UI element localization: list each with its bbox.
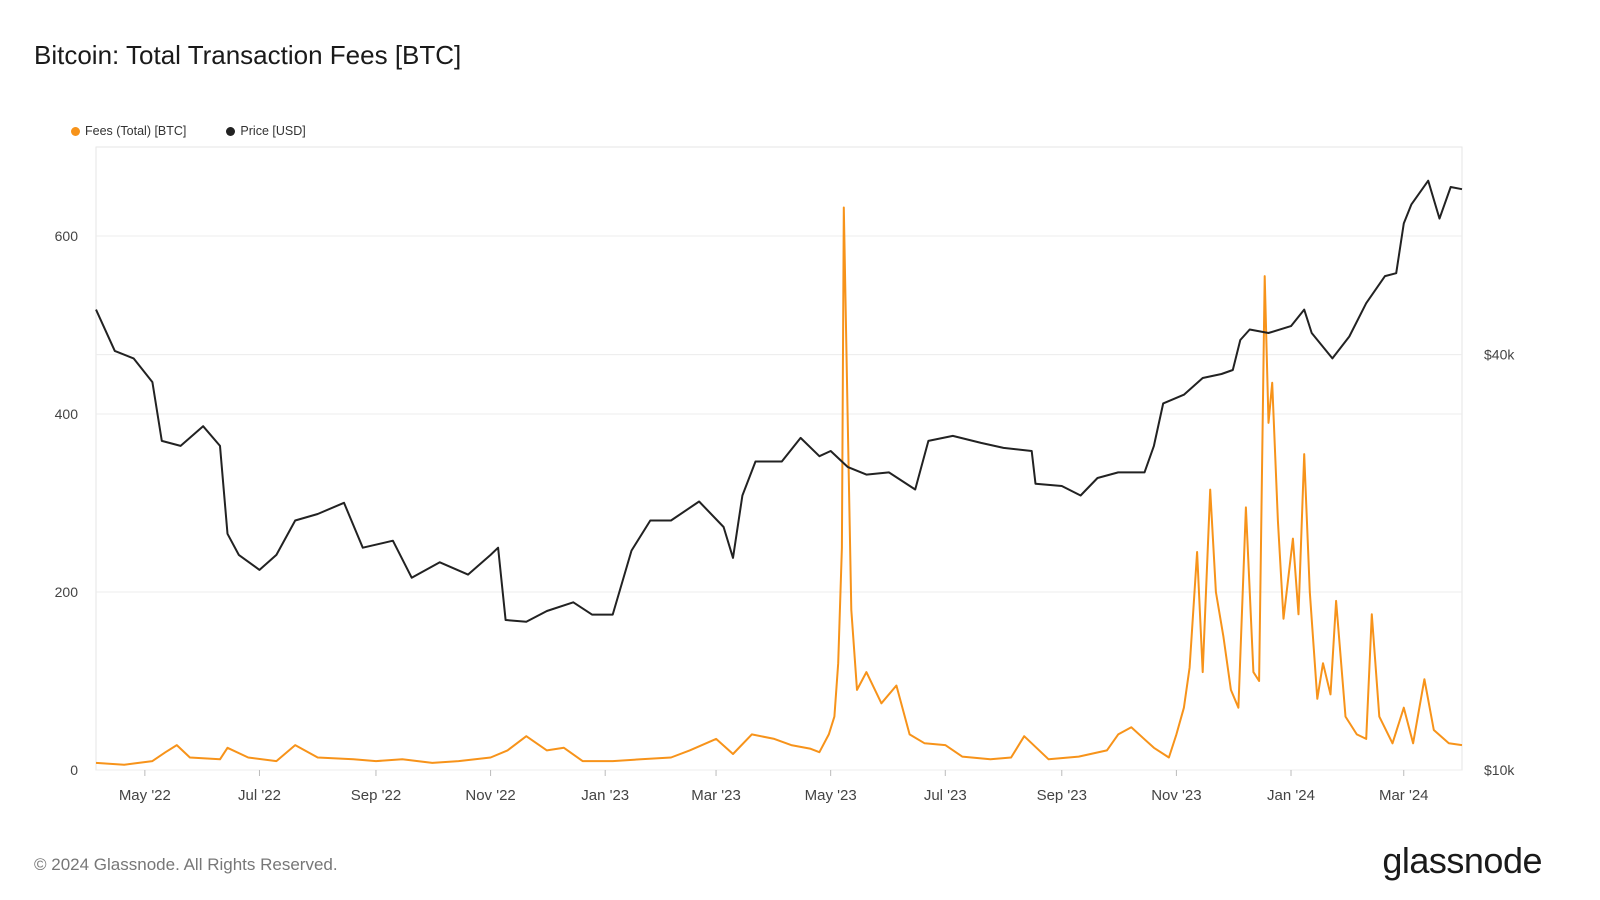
legend-item-price[interactable]: Price [USD] <box>226 124 306 138</box>
y-left-tick-label: 400 <box>55 406 79 422</box>
legend-dot-price <box>226 126 236 136</box>
y-left-tick-label: 200 <box>55 584 79 600</box>
legend-label-price: Price [USD] <box>240 124 306 138</box>
x-tick-label: Mar '23 <box>691 787 741 804</box>
x-tick-label: Sep '23 <box>1037 787 1087 804</box>
series-line-fees <box>95 206 1463 766</box>
x-tick-label: May '23 <box>805 787 857 804</box>
x-tick-label: Jan '23 <box>581 787 629 804</box>
x-tick-label: Sep '22 <box>351 787 401 804</box>
chart-legend: Fees (Total) [BTC] Price [USD] <box>71 124 306 138</box>
copyright-text: © 2024 Glassnode. All Rights Reserved. <box>34 855 338 874</box>
chart-title: Bitcoin: Total Transaction Fees [BTC] <box>34 40 462 70</box>
legend-item-fees[interactable]: Fees (Total) [BTC] <box>71 124 186 138</box>
glassnode-logo: glassnode <box>1382 840 1542 881</box>
legend-label-fees: Fees (Total) [BTC] <box>85 124 187 138</box>
y-right-tick-label: $10k <box>1484 762 1515 778</box>
x-tick-label: Mar '24 <box>1379 787 1429 804</box>
x-tick-label: Jan '24 <box>1267 787 1315 804</box>
x-tick-label: May '22 <box>119 787 171 804</box>
legend-dot-fees <box>71 126 80 136</box>
y-left-tick-label: 0 <box>70 762 78 778</box>
x-tick-label: Nov '23 <box>1151 787 1201 804</box>
x-tick-label: Jul '23 <box>924 787 967 804</box>
series-line-price <box>95 179 1463 623</box>
x-tick-label: Nov '22 <box>465 787 515 804</box>
y-left-tick-label: 600 <box>55 228 79 244</box>
y-right-tick-label: $40k <box>1484 347 1515 363</box>
x-tick-label: Jul '22 <box>238 787 281 804</box>
